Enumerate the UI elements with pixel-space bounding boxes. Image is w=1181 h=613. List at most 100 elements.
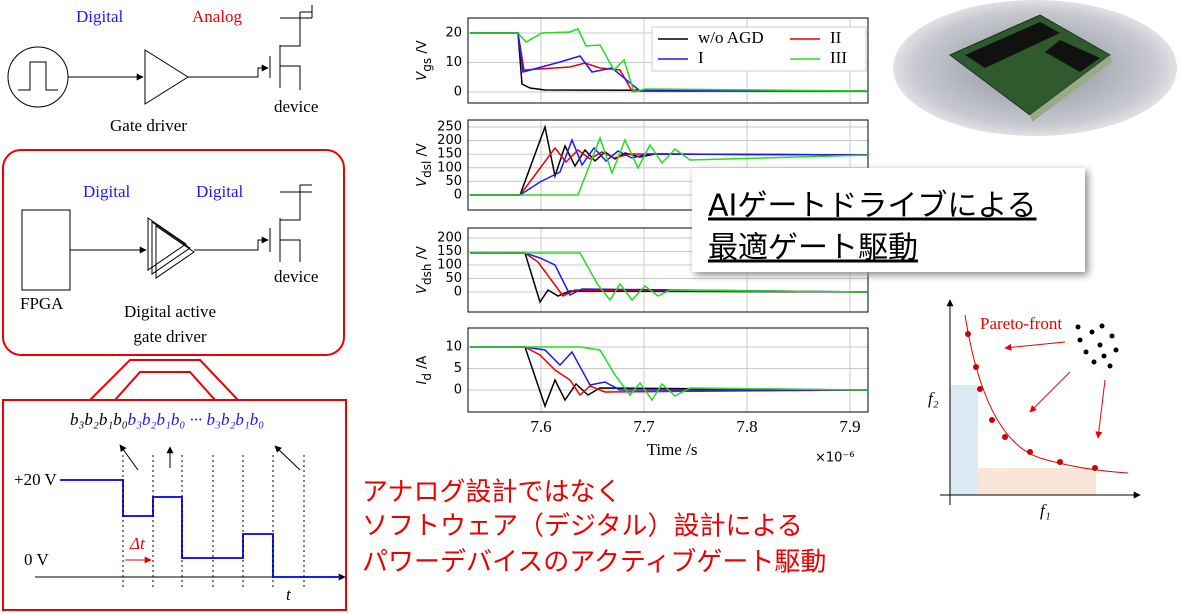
label: Digital — [76, 7, 123, 26]
shape — [269, 184, 312, 262]
shape — [470, 28, 869, 93]
y-tick-label: 10 — [445, 340, 462, 355]
bits-black: b₃b₂b₁b₀ — [70, 410, 128, 429]
shape — [1057, 459, 1063, 465]
shape — [1077, 337, 1083, 343]
shape — [122, 455, 305, 590]
label: FPGA — [20, 294, 64, 313]
x-tick-label: 7.9 — [839, 417, 860, 436]
shape — [470, 346, 868, 391]
symbol: I — [415, 380, 430, 384]
shape — [147, 217, 195, 279]
shape — [1089, 329, 1095, 335]
caption: パワーデバイスのアクティブゲート駆動 — [362, 548, 826, 578]
axis-label: f₂ — [928, 389, 939, 408]
shape — [965, 22, 1100, 72]
shape — [470, 346, 869, 409]
shape — [1092, 465, 1098, 471]
unit: /A — [415, 355, 430, 373]
shape — [87, 359, 241, 401]
caption: ソフトウェア（デジタル）設計による — [362, 512, 803, 542]
label: 0 V — [24, 550, 49, 569]
shape — [1101, 353, 1107, 359]
y-tick-label: 100 — [437, 160, 462, 175]
symbol: V — [415, 284, 430, 294]
y-axis-label: Vdsl /V — [415, 143, 434, 187]
shape — [1075, 323, 1119, 369]
label: device — [274, 97, 318, 116]
shape — [2, 149, 345, 356]
y-tick-label: 50 — [445, 271, 462, 286]
shape — [950, 385, 978, 495]
shape — [1091, 359, 1097, 365]
x-tick-label: 7.7 — [633, 417, 655, 436]
shape — [21, 209, 71, 291]
unit: /V — [415, 143, 430, 161]
subscript: dsh — [420, 264, 434, 285]
shape — [1099, 323, 1105, 329]
label: t — [286, 585, 292, 604]
shape — [1030, 55, 1112, 122]
shape — [965, 331, 1098, 471]
shape — [1107, 363, 1113, 369]
y-tick-label: 50 — [445, 174, 462, 189]
shape — [1083, 349, 1089, 355]
banner-text: 最適ゲート駆動 — [708, 231, 918, 266]
label: Δt — [129, 534, 146, 553]
shape — [470, 146, 869, 196]
y-axis-label: Vgs /V — [415, 40, 434, 80]
shape: アナログ設計ではなく ソフトウェア（デジタル）設計による パワーデバイスのアクテ… — [362, 478, 826, 578]
plot-frame — [467, 17, 869, 104]
label: +20 V — [14, 470, 58, 489]
subscript: d — [420, 373, 434, 381]
y-tick-label: 0 — [454, 188, 462, 203]
shape — [1075, 324, 1081, 330]
shape — [119, 444, 139, 471]
symbol: V — [415, 71, 430, 81]
shape — [1109, 333, 1115, 339]
plot-frame — [467, 119, 869, 211]
legend: w/o AGD III III — [651, 26, 867, 72]
x-scale: ×10⁻⁶ — [815, 451, 855, 466]
shape — [1097, 342, 1103, 348]
shape — [7, 46, 69, 108]
x-tick-label: 7.6 — [530, 417, 551, 436]
shape — [1095, 379, 1106, 439]
label: Digital active — [124, 302, 216, 321]
shape — [1027, 449, 1033, 455]
legend-label: I — [698, 48, 704, 67]
shape — [60, 479, 340, 578]
x-axis-label: Time /s — [647, 440, 698, 459]
y-tick-label: 100 — [437, 258, 462, 273]
legend-label: w/o AGD — [698, 28, 764, 47]
plot-frame — [467, 327, 869, 413]
label: Analog — [192, 7, 243, 26]
label: device — [274, 267, 318, 286]
label: Gate driver — [110, 116, 187, 135]
legend-box — [651, 26, 867, 72]
shape — [1113, 347, 1119, 353]
y-tick-label: 0 — [454, 85, 462, 100]
shape — [2, 399, 347, 611]
label: Pareto-front — [980, 314, 1062, 333]
shape — [989, 417, 995, 423]
y-tick-label: 0 — [454, 383, 462, 398]
label: gate driver — [133, 327, 206, 346]
y-tick-label: 200 — [437, 133, 462, 148]
shape — [470, 252, 869, 302]
label: Digital — [83, 182, 130, 201]
shape — [144, 49, 189, 105]
subscript: gs — [420, 58, 434, 72]
banner-text: AIゲートドライブによる — [708, 189, 1036, 224]
y-tick-label: 20 — [445, 26, 462, 41]
subscript: dsl — [420, 161, 434, 178]
legend-label: II — [830, 28, 842, 47]
shape — [274, 445, 301, 471]
y-axis-label: Id /A — [415, 355, 434, 384]
y-tick-label: 250 — [437, 120, 462, 135]
shape — [470, 346, 869, 402]
shape — [965, 331, 971, 337]
